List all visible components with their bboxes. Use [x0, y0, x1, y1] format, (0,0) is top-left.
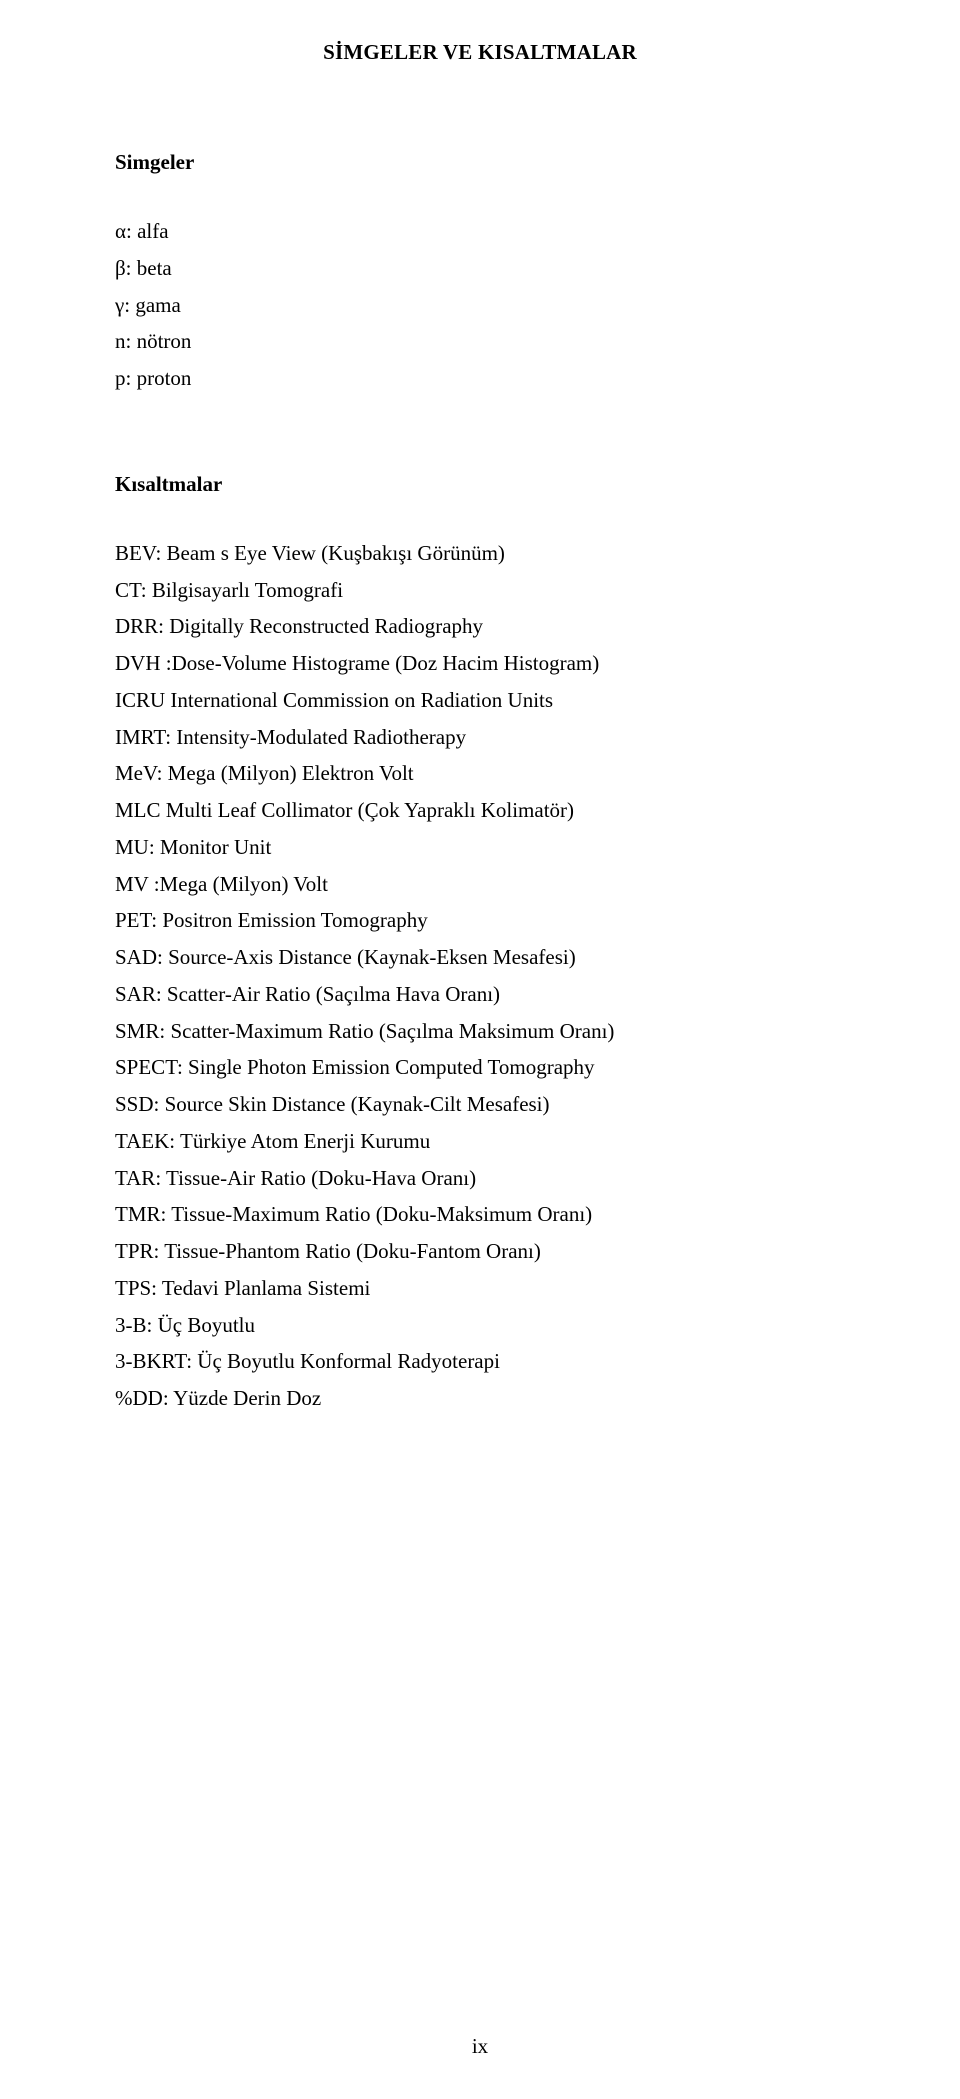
kisaltmalar-item: SAR: Scatter-Air Ratio (Saçılma Hava Ora…	[115, 976, 845, 1013]
kisaltmalar-item: SSD: Source Skin Distance (Kaynak-Cilt M…	[115, 1086, 845, 1123]
kisaltmalar-heading: Kısaltmalar	[115, 472, 845, 497]
simgeler-heading: Simgeler	[115, 150, 845, 175]
kisaltmalar-item: MU: Monitor Unit	[115, 829, 845, 866]
kisaltmalar-item: 3-BKRT: Üç Boyutlu Konformal Radyoterapi	[115, 1343, 845, 1380]
simgeler-item: α: alfa	[115, 213, 845, 250]
kisaltmalar-item: ICRU International Commission on Radiati…	[115, 682, 845, 719]
kisaltmalar-item: TPS: Tedavi Planlama Sistemi	[115, 1270, 845, 1307]
kisaltmalar-item: SMR: Scatter-Maximum Ratio (Saçılma Maks…	[115, 1013, 845, 1050]
kisaltmalar-item: TPR: Tissue-Phantom Ratio (Doku-Fantom O…	[115, 1233, 845, 1270]
kisaltmalar-item: IMRT: Intensity-Modulated Radiotherapy	[115, 719, 845, 756]
kisaltmalar-item: MeV: Mega (Milyon) Elektron Volt	[115, 755, 845, 792]
kisaltmalar-item: TAEK: Türkiye Atom Enerji Kurumu	[115, 1123, 845, 1160]
kisaltmalar-item: 3-B: Üç Boyutlu	[115, 1307, 845, 1344]
kisaltmalar-item: CT: Bilgisayarlı Tomografi	[115, 572, 845, 609]
kisaltmalar-item: TMR: Tissue-Maximum Ratio (Doku-Maksimum…	[115, 1196, 845, 1233]
kisaltmalar-item: BEV: Beam s Eye View (Kuşbakışı Görünüm)	[115, 535, 845, 572]
simgeler-item: n: nötron	[115, 323, 845, 360]
simgeler-item: β: beta	[115, 250, 845, 287]
simgeler-item: p: proton	[115, 360, 845, 397]
page-title: SİMGELER VE KISALTMALAR	[115, 40, 845, 65]
kisaltmalar-item: TAR: Tissue-Air Ratio (Doku-Hava Oranı)	[115, 1160, 845, 1197]
kisaltmalar-item: MV :Mega (Milyon) Volt	[115, 866, 845, 903]
kisaltmalar-item: SPECT: Single Photon Emission Computed T…	[115, 1049, 845, 1086]
kisaltmalar-item: MLC Multi Leaf Collimator (Çok Yapraklı …	[115, 792, 845, 829]
page-number: ix	[0, 2034, 960, 2059]
kisaltmalar-item: PET: Positron Emission Tomography	[115, 902, 845, 939]
kisaltmalar-item: DRR: Digitally Reconstructed Radiography	[115, 608, 845, 645]
kisaltmalar-item: %DD: Yüzde Derin Doz	[115, 1380, 845, 1417]
kisaltmalar-item: DVH :Dose-Volume Histograme (Doz Hacim H…	[115, 645, 845, 682]
simgeler-item: γ: gama	[115, 287, 845, 324]
kisaltmalar-item: SAD: Source-Axis Distance (Kaynak-Eksen …	[115, 939, 845, 976]
simgeler-list: α: alfa β: beta γ: gama n: nötron p: pro…	[115, 213, 845, 397]
kisaltmalar-list: BEV: Beam s Eye View (Kuşbakışı Görünüm)…	[115, 535, 845, 1417]
